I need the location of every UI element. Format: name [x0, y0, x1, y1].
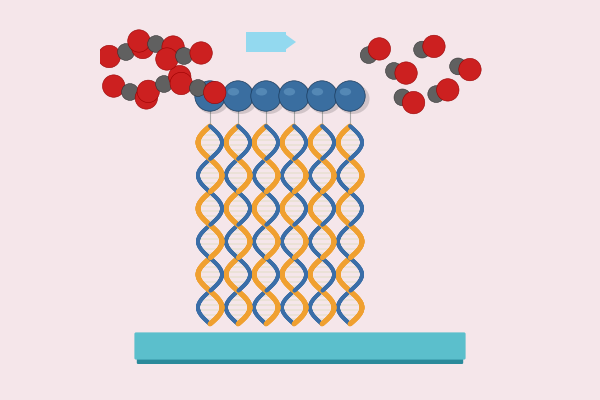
- Ellipse shape: [200, 88, 211, 96]
- Ellipse shape: [395, 62, 417, 84]
- Ellipse shape: [131, 36, 154, 59]
- Ellipse shape: [459, 58, 481, 81]
- Ellipse shape: [368, 38, 391, 60]
- Ellipse shape: [336, 84, 370, 114]
- Ellipse shape: [137, 80, 160, 102]
- Ellipse shape: [190, 80, 206, 96]
- Ellipse shape: [335, 81, 365, 111]
- Polygon shape: [246, 32, 296, 52]
- Ellipse shape: [340, 88, 351, 96]
- Ellipse shape: [135, 87, 158, 109]
- Ellipse shape: [118, 44, 134, 60]
- Ellipse shape: [413, 41, 430, 58]
- Ellipse shape: [148, 36, 164, 52]
- FancyBboxPatch shape: [134, 332, 466, 360]
- Ellipse shape: [360, 47, 377, 64]
- Ellipse shape: [394, 89, 411, 106]
- FancyBboxPatch shape: [137, 354, 463, 364]
- Ellipse shape: [280, 84, 314, 114]
- Ellipse shape: [423, 35, 445, 58]
- Ellipse shape: [251, 81, 281, 111]
- Ellipse shape: [203, 81, 226, 104]
- Ellipse shape: [155, 76, 172, 92]
- Ellipse shape: [307, 81, 337, 111]
- Ellipse shape: [196, 84, 230, 114]
- Ellipse shape: [195, 81, 225, 111]
- Ellipse shape: [284, 88, 295, 96]
- Ellipse shape: [437, 79, 459, 101]
- Ellipse shape: [256, 88, 267, 96]
- Ellipse shape: [103, 75, 125, 97]
- Ellipse shape: [128, 30, 150, 52]
- Ellipse shape: [279, 81, 309, 111]
- Ellipse shape: [312, 88, 323, 96]
- Ellipse shape: [428, 86, 445, 102]
- Ellipse shape: [224, 84, 257, 114]
- Ellipse shape: [403, 92, 425, 114]
- Ellipse shape: [170, 72, 193, 95]
- Ellipse shape: [449, 58, 466, 75]
- Ellipse shape: [228, 88, 239, 96]
- Ellipse shape: [122, 84, 139, 100]
- Ellipse shape: [162, 36, 184, 58]
- Ellipse shape: [190, 42, 212, 64]
- Ellipse shape: [98, 45, 121, 68]
- Ellipse shape: [156, 48, 178, 70]
- Ellipse shape: [176, 48, 193, 64]
- Ellipse shape: [308, 84, 341, 114]
- Ellipse shape: [252, 84, 286, 114]
- Ellipse shape: [386, 62, 403, 79]
- Ellipse shape: [169, 66, 191, 88]
- Ellipse shape: [223, 81, 253, 111]
